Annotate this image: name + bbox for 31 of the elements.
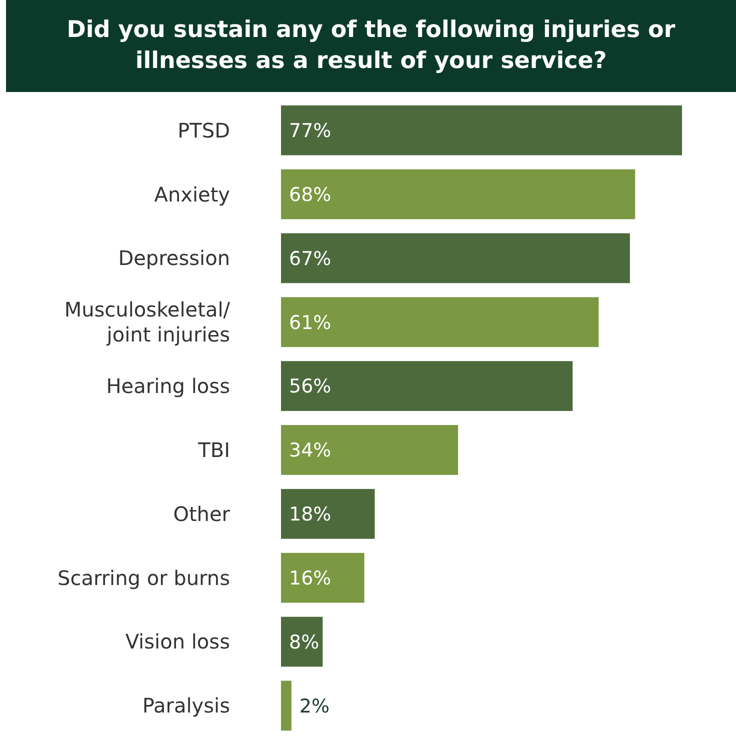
bar <box>281 361 573 411</box>
y-tick-label: PTSD <box>178 118 230 142</box>
y-tick-label: Depression <box>118 246 230 270</box>
bar <box>281 616 323 667</box>
y-tick-label: Vision loss <box>125 630 230 654</box>
y-tick-label: Paralysis <box>142 694 230 718</box>
chart-title: Did you sustain any of the following injuries or illnesses as a result of your service? <box>6 0 736 92</box>
bar <box>281 552 364 603</box>
data-label: 56% <box>289 376 332 398</box>
data-label: 77% <box>289 120 332 142</box>
data-label: 8% <box>289 631 320 654</box>
bar <box>281 169 636 220</box>
data-label: 16% <box>289 567 332 590</box>
y-tick-label: Other <box>173 502 231 526</box>
data-label: 68% <box>289 184 332 206</box>
y-tick-label: Anxiety <box>154 182 230 206</box>
data-label: 67% <box>289 248 332 270</box>
bar <box>281 425 458 475</box>
data-label: 61% <box>289 312 332 334</box>
y-tick-label: Hearing loss <box>106 374 230 398</box>
bar <box>281 105 682 156</box>
bar <box>281 680 292 731</box>
bar <box>281 233 630 284</box>
y-tick-label: Musculoskeletal/ joint injuries <box>64 298 230 347</box>
data-label: 18% <box>289 504 332 526</box>
data-label: 2% <box>299 695 330 718</box>
data-label: 34% <box>289 440 332 462</box>
y-tick-label: TBI <box>197 438 230 462</box>
y-tick-label: Scarring or burns <box>58 566 230 590</box>
bar <box>281 297 599 348</box>
bar <box>281 488 375 539</box>
